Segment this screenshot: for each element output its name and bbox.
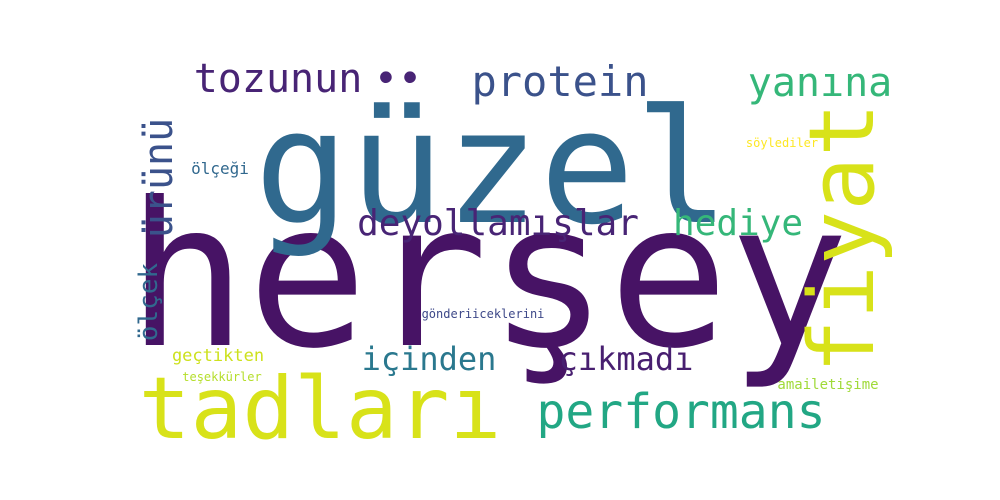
word-urunu: ürünü (136, 118, 182, 238)
word-icinden: içinden (362, 340, 497, 378)
word-soylediler: söylediler (746, 136, 818, 150)
word-gectikten: geçtikten (172, 346, 264, 366)
word-tadlari: tadları (139, 359, 501, 459)
word-tesekkurler: teşekkürler (182, 370, 261, 384)
word-protein: protein (471, 57, 648, 106)
word-guzel: güzel (254, 76, 730, 260)
word-fiyat: fiyat (790, 103, 895, 374)
word-amailetisime: amailetişime (777, 377, 878, 393)
word-dots: •• (374, 56, 422, 102)
word-hediye: hediye (673, 203, 803, 244)
word-hersey: herşey (127, 160, 849, 393)
word-yanina: yanına (748, 60, 893, 106)
word-olcegi: ölçeği (191, 159, 249, 178)
word-gondericeklerini: gönderiiceklerini (422, 307, 545, 321)
word-cikmadi: çıkmadı (559, 340, 694, 378)
word-olcek: ölçek (134, 263, 164, 342)
word-tozunun: tozunun (194, 56, 363, 102)
word-performans: performans (537, 384, 826, 440)
word-deyollamislar: deyollamışlar (357, 203, 639, 244)
